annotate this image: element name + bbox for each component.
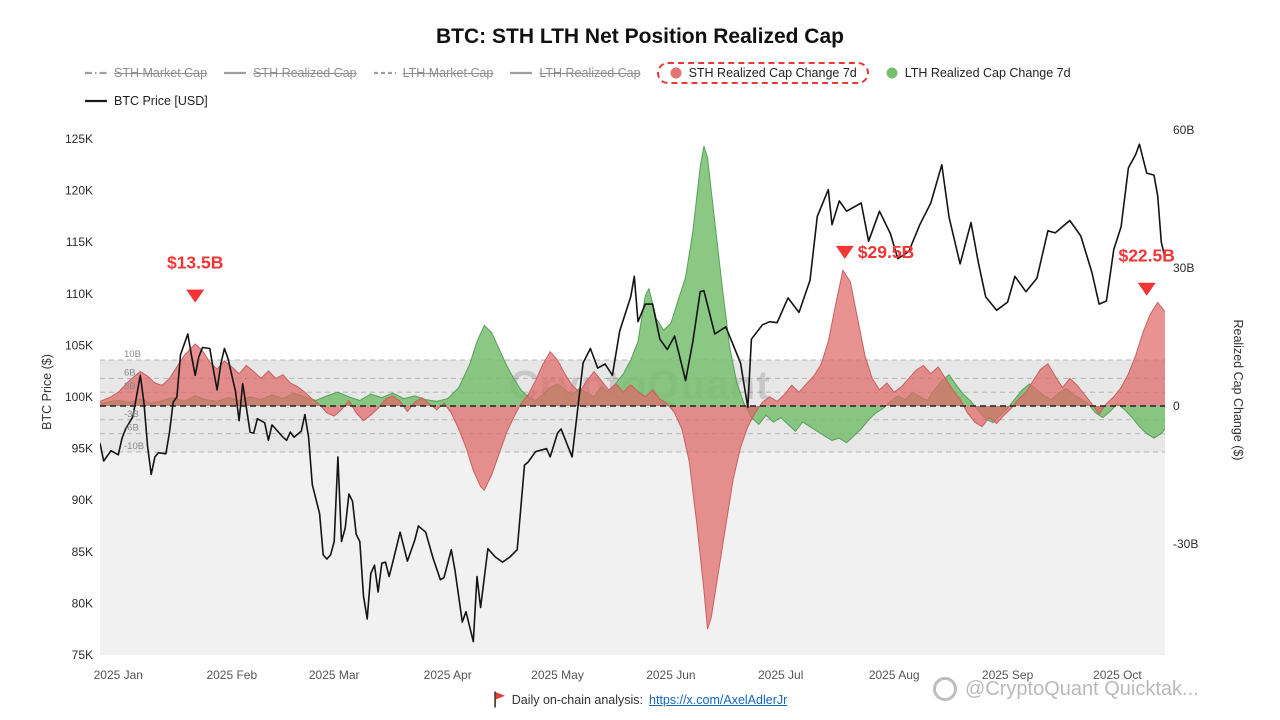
svg-text:2025 Feb: 2025 Feb: [206, 668, 257, 682]
svg-text:2025 Aug: 2025 Aug: [869, 668, 920, 682]
svg-text:100K: 100K: [65, 390, 93, 404]
svg-text:120K: 120K: [65, 184, 93, 198]
svg-text:2025 Jul: 2025 Jul: [758, 668, 803, 682]
triangle-down-icon: [186, 289, 205, 303]
triangle-down-icon: [1137, 282, 1156, 296]
svg-text:2025 Jan: 2025 Jan: [94, 668, 143, 682]
corner-watermark-text: @CryptoQuant Quicktak...: [965, 677, 1199, 700]
cap-axis-ticks: 60B 30B 0 -30B: [1173, 123, 1198, 551]
annotation-label: $22.5B: [1118, 246, 1174, 266]
svg-text:110K: 110K: [66, 287, 93, 301]
svg-text:80K: 80K: [72, 596, 93, 610]
svg-text:2025 Jun: 2025 Jun: [646, 668, 695, 682]
svg-text:2025 Apr: 2025 Apr: [424, 668, 472, 682]
annotation-29.5b: $29.5B: [835, 242, 914, 262]
footer-link[interactable]: https://x.com/AxelAdlerJr: [649, 692, 788, 707]
svg-text:-3B: -3B: [124, 409, 139, 420]
triangle-down-icon: [835, 245, 854, 259]
annotation-label: $29.5B: [858, 242, 914, 262]
annotation-label: $13.5B: [167, 252, 223, 272]
legend-item-sth-realized-cap[interactable]: STH Realized Cap: [223, 66, 357, 80]
svg-text:125K: 125K: [65, 132, 93, 146]
legend-item-lth-realized-cap[interactable]: LTH Realized Cap: [509, 66, 641, 80]
legend-item-btc-price-usd-[interactable]: BTC Price [USD]: [84, 94, 208, 108]
svg-text:2025 Mar: 2025 Mar: [309, 668, 360, 682]
svg-text:6B: 6B: [124, 367, 136, 378]
legend: STH Market Cap STH Realized Cap LTH Market…: [84, 62, 1224, 108]
svg-text:75K: 75K: [72, 648, 93, 662]
svg-text:10B: 10B: [124, 349, 141, 360]
legend-line-icon: [85, 71, 107, 75]
svg-text:3B: 3B: [124, 381, 136, 392]
legend-dot-icon: [886, 67, 898, 79]
svg-text:-6B: -6B: [124, 423, 139, 434]
svg-text:-10B: -10B: [124, 441, 144, 452]
svg-text:105K: 105K: [65, 338, 93, 352]
legend-label: STH Realized Cap: [253, 66, 357, 80]
series-btc-price: [100, 143, 1165, 643]
legend-item-sth-realized-cap-change-7d[interactable]: STH Realized Cap Change 7d: [656, 62, 869, 84]
svg-text:85K: 85K: [72, 545, 93, 559]
price-axis-ticks: 125K 120K 115K 110K 105K 100K 95K 90K 85K 80K 75K: [65, 132, 93, 662]
footer-text: Daily on-chain analysis:: [511, 692, 644, 707]
annotation-22.5b: $22.5B: [1118, 246, 1175, 296]
svg-text:-30B: -30B: [1173, 537, 1198, 551]
chart-title: BTC: STH LTH Net Position Realized Cap: [436, 25, 844, 48]
legend-label: BTC Price [USD]: [114, 94, 208, 108]
legend-label: STH Market Cap: [114, 66, 208, 80]
svg-text:115K: 115K: [66, 235, 93, 249]
series-sth-realized-cap-change-7d: [100, 269, 1165, 630]
svg-text:0: 0: [1173, 399, 1180, 413]
right-axis-title: Realized Cap Change ($): [1231, 319, 1245, 461]
flag-icon: [493, 691, 505, 708]
legend-item-sth-market-cap[interactable]: STH Market Cap: [84, 66, 207, 80]
footer: Daily on-chain analysis: https://x.com/A…: [0, 691, 1280, 708]
legend-label: LTH Market Cap: [402, 66, 494, 80]
svg-text:30B: 30B: [1173, 261, 1194, 275]
legend-item-lth-market-cap[interactable]: LTH Market Cap: [373, 66, 494, 80]
svg-text:2025 May: 2025 May: [531, 668, 584, 682]
legend-dot-icon: [670, 67, 682, 79]
cryptoquant-logo-icon: [933, 677, 957, 701]
legend-line-icon: [85, 99, 107, 103]
svg-text:95K: 95K: [72, 442, 93, 456]
legend-line-icon: [510, 71, 533, 75]
legend-item-lth-realized-cap-change-7d[interactable]: LTH Realized Cap Change 7d: [885, 66, 1071, 80]
svg-text:2025 Sep: 2025 Sep: [982, 668, 1034, 682]
legend-line-icon: [373, 71, 396, 75]
legend-line-icon: [224, 71, 247, 75]
svg-text:2025 Oct: 2025 Oct: [1093, 668, 1142, 682]
legend-label: STH Realized Cap Change 7d: [688, 66, 857, 80]
x-axis-ticks: 2025 Jan 2025 Feb 2025 Mar 2025 Apr 2025 May…: [94, 668, 1143, 682]
svg-text:90K: 90K: [72, 493, 93, 507]
cap-band-labels: 10B 6B 3B -3B -6B -10B: [124, 349, 144, 452]
legend-label: LTH Realized Cap: [539, 66, 641, 80]
legend-label: LTH Realized Cap Change 7d: [904, 66, 1071, 80]
corner-watermark: @CryptoQuant Quicktak...: [933, 677, 1199, 701]
annotation-13.5b: $13.5B: [167, 252, 223, 303]
svg-text:60B: 60B: [1173, 123, 1194, 137]
left-axis-title: BTC Price ($): [40, 354, 54, 430]
